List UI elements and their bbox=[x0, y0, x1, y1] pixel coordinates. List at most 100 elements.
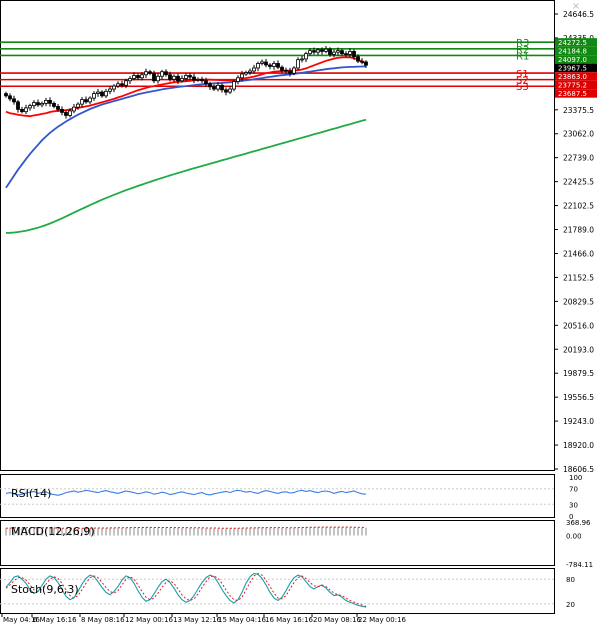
candle-body bbox=[240, 73, 244, 79]
candle-body bbox=[316, 49, 320, 53]
stoch-tick-label: 80 bbox=[566, 576, 575, 584]
candle-body bbox=[144, 71, 148, 76]
rsi-tick-label: 0 bbox=[569, 513, 573, 521]
candle-body bbox=[32, 102, 36, 107]
candle-body bbox=[124, 80, 128, 86]
price-tick-label: 18606.5 bbox=[563, 465, 594, 474]
ma-line-2 bbox=[5, 118, 367, 234]
candle-body bbox=[256, 63, 260, 69]
rsi-line bbox=[5, 489, 367, 496]
candle-body bbox=[132, 75, 136, 79]
time-tick-label: May 04:16 bbox=[3, 616, 40, 624]
candle-body bbox=[12, 98, 16, 103]
stoch-tick-label: 20 bbox=[566, 601, 575, 609]
candle-body bbox=[116, 83, 120, 87]
candle-body bbox=[60, 109, 64, 113]
candle-body bbox=[20, 109, 24, 113]
candle-body bbox=[84, 99, 88, 103]
price-label-box bbox=[555, 46, 597, 56]
price-label-text: 23967.5 bbox=[558, 65, 587, 73]
candle-body bbox=[120, 83, 124, 86]
macd-tick-label: -784.11 bbox=[566, 561, 593, 569]
candle-body bbox=[68, 110, 72, 116]
candle-body bbox=[284, 69, 288, 72]
stoch-k-line bbox=[5, 572, 367, 608]
price-tick-label: 19556.5 bbox=[563, 393, 594, 402]
ma-line-0 bbox=[5, 56, 367, 118]
candle-body bbox=[272, 63, 276, 67]
time-tick-label: 20 May 08:16 bbox=[313, 616, 362, 624]
candle-body bbox=[56, 105, 60, 110]
time-tick-label: 22 May 00:16 bbox=[358, 616, 407, 624]
price-label-box bbox=[555, 80, 597, 90]
time-tick-label: 15 May 04:16 bbox=[218, 616, 267, 624]
candle-body bbox=[212, 86, 216, 90]
candle-body bbox=[128, 78, 132, 82]
stoch-panel bbox=[0, 568, 555, 614]
price-tick-label: 19879.5 bbox=[563, 369, 594, 378]
candle-body bbox=[28, 105, 32, 109]
price-label-text: 23775.2 bbox=[558, 82, 587, 90]
rsi-title: RSI(14) bbox=[11, 487, 51, 500]
candle-body bbox=[296, 59, 300, 69]
price-label-box bbox=[555, 38, 597, 47]
candle-body bbox=[148, 71, 152, 74]
price-tick-label: 18920.0 bbox=[563, 441, 594, 450]
price-tick-label: 21152.5 bbox=[563, 273, 594, 282]
pivot-label-s2: S2 bbox=[516, 76, 529, 87]
price-label-text: 24184.8 bbox=[558, 48, 587, 56]
candle-body bbox=[88, 97, 92, 103]
stoch-title: Stoch(9,6,3) bbox=[11, 583, 79, 596]
candle-body bbox=[352, 51, 356, 58]
candle-body bbox=[104, 90, 108, 97]
candle-body bbox=[180, 78, 184, 82]
candle-body bbox=[64, 112, 68, 116]
candle-body bbox=[196, 78, 200, 81]
candle-body bbox=[236, 77, 240, 82]
candle-body bbox=[48, 99, 52, 104]
candle-body bbox=[276, 63, 280, 68]
time-tick-label: 12 May 00:16 bbox=[125, 616, 174, 624]
price-tick-label: 23375.5 bbox=[563, 106, 594, 115]
candle-body bbox=[308, 50, 312, 55]
candle-body bbox=[44, 99, 48, 104]
candle-body bbox=[340, 50, 344, 55]
macd-title: MACD(12,26,9) bbox=[11, 525, 95, 538]
candle-body bbox=[280, 66, 284, 71]
close-icon[interactable]: × bbox=[571, 1, 581, 12]
rsi-tick-label: 100 bbox=[569, 474, 582, 482]
candle-body bbox=[176, 75, 180, 82]
rsi-panel bbox=[0, 474, 555, 518]
candle-body bbox=[24, 107, 28, 113]
candle-body bbox=[16, 101, 20, 110]
price-tick-label: 22425.5 bbox=[563, 178, 594, 187]
candle-body bbox=[204, 80, 208, 85]
price-tick-label: 19243.0 bbox=[563, 417, 594, 426]
candle-body bbox=[336, 50, 340, 53]
candle-body bbox=[228, 88, 232, 93]
candle-body bbox=[268, 64, 272, 67]
candle-body bbox=[344, 53, 348, 56]
price-label-text: 24097.0 bbox=[558, 56, 587, 64]
stoch-d-line bbox=[5, 572, 367, 607]
candle-body bbox=[244, 72, 248, 75]
candle-body bbox=[332, 51, 336, 55]
ma-line-1 bbox=[5, 65, 366, 189]
candle-body bbox=[140, 74, 144, 79]
price-tick-label: 21466.0 bbox=[563, 249, 594, 258]
price-tick-label: 20516.0 bbox=[563, 321, 594, 330]
macd-indicator: 368.96 0.00 -784.11 bbox=[5, 519, 593, 569]
macd-tick-label: 0.00 bbox=[566, 532, 582, 540]
price-label-text: 23863.0 bbox=[558, 73, 587, 81]
time-tick-label: 13 May 12:16 bbox=[173, 616, 222, 624]
candle-body bbox=[184, 75, 188, 79]
candle-body bbox=[328, 48, 332, 55]
candle-body bbox=[4, 93, 8, 97]
candle-body bbox=[356, 56, 360, 62]
price-tick-label: 22102.5 bbox=[563, 202, 594, 211]
candle-body bbox=[324, 48, 328, 52]
price-label-box bbox=[555, 89, 597, 98]
candle-body bbox=[156, 75, 160, 82]
